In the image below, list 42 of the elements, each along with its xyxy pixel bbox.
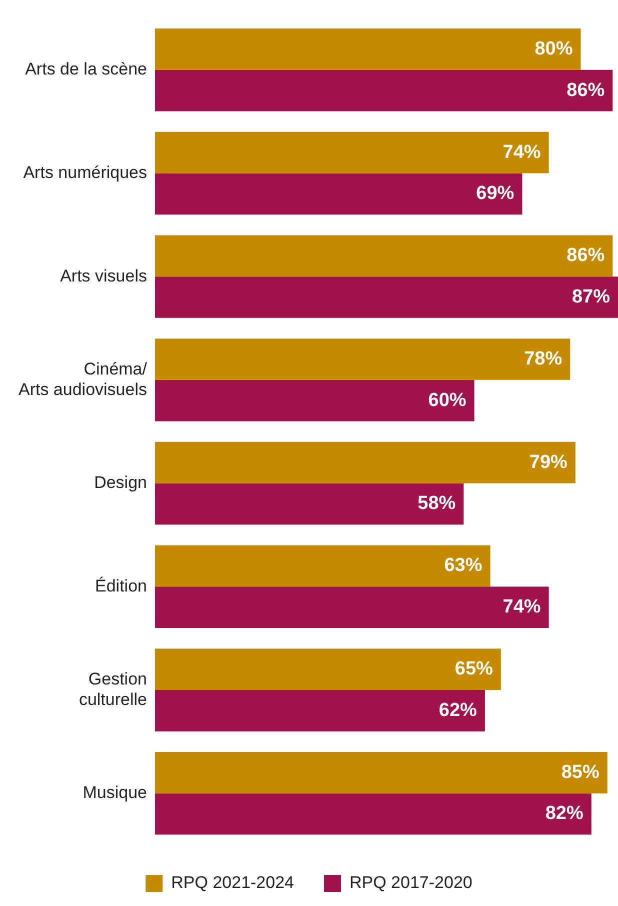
bar xyxy=(155,648,501,690)
bar xyxy=(155,70,613,112)
bar xyxy=(155,380,474,422)
bar xyxy=(155,338,570,380)
data-label: 65% xyxy=(454,658,494,680)
data-label: 62% xyxy=(438,700,478,721)
y-tick-label: Arts de la scène xyxy=(25,60,147,79)
y-tick-label: Édition xyxy=(95,576,147,596)
bar xyxy=(155,690,485,732)
legend-label: RPQ 2021-2024 xyxy=(171,873,294,892)
y-tick-label: Design xyxy=(94,472,147,492)
data-label: 86% xyxy=(566,245,605,266)
data-label: 86% xyxy=(566,80,605,101)
data-label: 78% xyxy=(524,348,562,370)
bar xyxy=(155,586,549,628)
data-label: 82% xyxy=(545,803,584,824)
bar xyxy=(155,28,581,70)
y-tick-label: Gestion culturelle xyxy=(78,669,147,709)
bar xyxy=(155,235,613,277)
y-tick-label: Arts numériques xyxy=(23,162,147,182)
bar xyxy=(155,173,522,215)
bar xyxy=(155,483,464,525)
y-tick-label: Cinéma/ Arts audiovisuels xyxy=(18,359,148,399)
data-label: 58% xyxy=(418,493,456,514)
data-label: 74% xyxy=(502,142,541,163)
data-label: 80% xyxy=(534,38,573,60)
data-label: 69% xyxy=(476,183,514,204)
bar xyxy=(155,442,576,484)
bar xyxy=(155,545,490,587)
bar xyxy=(155,793,592,835)
data-label: 63% xyxy=(444,555,482,576)
data-label: 85% xyxy=(561,762,600,783)
y-tick-label: Arts visuels xyxy=(60,266,147,286)
data-label: 74% xyxy=(502,596,541,618)
bar xyxy=(155,752,608,794)
legend-label: RPQ 2017-2020 xyxy=(350,873,472,892)
data-label: 87% xyxy=(572,286,610,308)
bar xyxy=(155,276,618,318)
data-label: 79% xyxy=(529,452,568,473)
bar xyxy=(155,132,549,174)
y-tick-label: Musique xyxy=(82,783,147,802)
data-label: 60% xyxy=(428,390,466,411)
